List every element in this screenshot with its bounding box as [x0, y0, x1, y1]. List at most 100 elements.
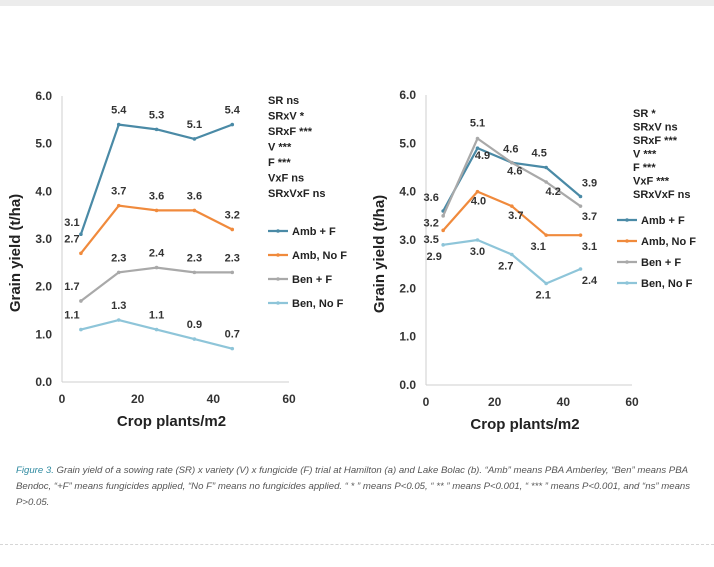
data-point — [116, 122, 121, 127]
data-label: 2.7 — [498, 261, 513, 273]
data-label: 4.6 — [503, 144, 518, 156]
data-point — [578, 233, 583, 237]
chart-hamilton: 0.0 1.0 2.0 3.0 4.0 5.0 6.0 0 20 40 60 Crop plants/… — [7, 89, 347, 430]
data-label: 2.3 — [187, 252, 202, 264]
data-label: 5.4 — [225, 105, 241, 117]
caption-text: Grain yield of a sowing rate (SR) x vari… — [16, 465, 691, 508]
significance-label: F *** — [633, 162, 656, 174]
data-point — [230, 346, 235, 351]
significance-label: SR ns — [268, 95, 299, 107]
y-tick-label: 1.0 — [399, 330, 416, 344]
legend-marker — [276, 301, 280, 305]
data-point — [192, 208, 197, 213]
legend-marker — [276, 277, 280, 281]
data-label: 2.1 — [536, 290, 551, 302]
data-point — [116, 270, 121, 275]
x-axis-title: Crop plants/m2 — [470, 416, 579, 433]
data-label: 5.4 — [111, 105, 127, 117]
y-tick-label: 5.0 — [35, 137, 52, 151]
data-label: 1.1 — [149, 310, 164, 322]
data-label: 3.1 — [64, 217, 79, 229]
y-tick-label: 5.0 — [399, 136, 416, 150]
data-point — [475, 136, 480, 141]
data-label: 3.6 — [149, 190, 164, 202]
data-label: 1.1 — [64, 310, 79, 322]
x-tick-label: 60 — [282, 392, 296, 406]
data-point — [510, 160, 514, 165]
legend-marker — [625, 239, 629, 243]
y-tick-label: 3.0 — [399, 233, 416, 247]
caption-label: Figure 3. — [16, 465, 54, 476]
data-label: 4.9 — [475, 150, 490, 162]
data-label: 2.4 — [149, 248, 165, 260]
y-tick-label: 6.0 — [399, 88, 416, 102]
data-label: 2.4 — [582, 275, 598, 287]
x-axis-title: Crop plants/m2 — [117, 413, 226, 430]
series-line — [80, 266, 233, 302]
legend-label: Ben, No F — [292, 298, 344, 310]
data-label: 3.7 — [508, 210, 523, 222]
legend-label: Amb + F — [641, 215, 685, 227]
legend-label: Amb, No F — [292, 250, 347, 262]
data-label: 2.3 — [111, 252, 126, 264]
significance-label: VxF *** — [633, 176, 670, 188]
significance-label: SRxVxF ns — [633, 189, 690, 201]
y-axis-title: Grain yield (t/ha) — [7, 194, 24, 312]
figure-caption: Figure 3. Grain yield of a sowing rate (… — [16, 463, 696, 511]
data-point — [79, 327, 83, 332]
data-point — [578, 267, 583, 271]
legend-marker — [276, 253, 280, 257]
data-point — [192, 337, 197, 341]
significance-label: SRxF *** — [268, 126, 313, 138]
data-point — [79, 232, 83, 237]
legend-marker — [625, 260, 629, 264]
data-label: 2.7 — [64, 233, 79, 245]
data-point — [475, 189, 480, 194]
y-tick-label: 6.0 — [35, 89, 52, 103]
data-label: 3.9 — [582, 178, 597, 190]
data-point — [116, 203, 121, 208]
legend-marker — [625, 218, 629, 222]
y-tick-label: 3.0 — [35, 232, 52, 246]
data-point — [79, 251, 83, 256]
data-point — [510, 204, 514, 208]
significance-label: SRxV ns — [633, 122, 678, 134]
x-tick-label: 0 — [423, 395, 430, 409]
data-point — [544, 165, 548, 170]
chart-lake-bolac: 0.0 1.0 2.0 3.0 4.0 5.0 6.0 0 20 40 60 Crop plants/… — [371, 88, 696, 433]
x-tick-label: 40 — [557, 395, 571, 409]
data-point — [154, 327, 159, 332]
data-point — [116, 318, 121, 322]
data-label: 3.0 — [470, 246, 485, 258]
x-tick-label: 0 — [59, 392, 66, 406]
data-label: 3.1 — [582, 241, 597, 253]
data-point — [510, 252, 514, 257]
data-point — [441, 214, 445, 218]
data-point — [475, 146, 480, 150]
data-point — [544, 233, 548, 237]
data-label: 3.1 — [531, 241, 546, 253]
data-label: 5.1 — [187, 119, 202, 131]
x-tick-label: 40 — [207, 392, 221, 406]
data-label: 3.2 — [424, 217, 439, 229]
data-point — [544, 281, 548, 286]
significance-label: SRxV * — [268, 111, 305, 123]
data-label: 4.2 — [546, 186, 561, 198]
y-axis-title: Grain yield (t/ha) — [371, 195, 388, 313]
data-point — [154, 265, 159, 270]
data-point — [230, 270, 235, 275]
data-label: 1.3 — [111, 300, 126, 312]
data-point — [230, 122, 235, 127]
significance-label: V *** — [268, 142, 292, 154]
data-point — [578, 194, 583, 199]
data-point — [79, 299, 83, 303]
series-line — [80, 204, 233, 254]
data-point — [441, 228, 445, 233]
data-label: 5.1 — [470, 118, 485, 130]
series-line — [442, 147, 582, 212]
data-label: 0.7 — [225, 329, 240, 341]
significance-label: SR * — [633, 108, 656, 120]
data-point — [441, 243, 445, 247]
legend-marker — [625, 281, 629, 285]
significance-label: V *** — [633, 149, 657, 161]
